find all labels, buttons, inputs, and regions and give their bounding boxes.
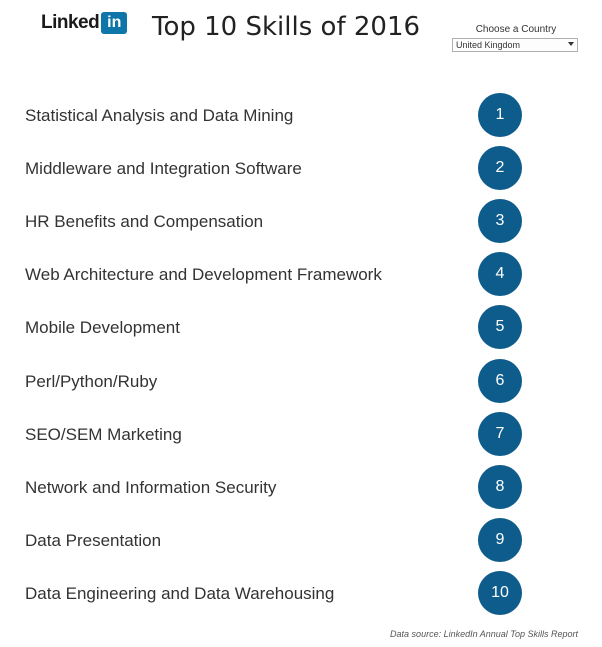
rank-badge: 8: [478, 465, 522, 509]
chevron-down-icon[interactable]: [568, 42, 574, 46]
list-item: Perl/Python/Ruby 6: [0, 355, 602, 408]
skill-name: HR Benefits and Compensation: [25, 212, 264, 231]
country-filter-label: Choose a Country: [475, 24, 557, 35]
rank-badge: 10: [478, 571, 522, 615]
rank-badge: 1: [478, 93, 522, 137]
rank-badge: 7: [478, 412, 522, 456]
list-item: Statistical Analysis and Data Mining 1: [0, 89, 602, 142]
skill-name: Statistical Analysis and Data Mining: [25, 106, 294, 125]
skill-name: Web Architecture and Development Framewo…: [25, 265, 382, 284]
skill-name: Middleware and Integration Software: [25, 159, 302, 178]
skill-name: SEO/SEM Marketing: [25, 425, 182, 444]
list-item: Mobile Development 5: [0, 301, 602, 354]
country-dropdown[interactable]: United Kingdom: [452, 38, 578, 52]
list-item: SEO/SEM Marketing 7: [0, 408, 602, 461]
list-item: Middleware and Integration Software 2: [0, 142, 602, 195]
rank-badge: 4: [478, 252, 522, 296]
rank-badge: 5: [478, 305, 522, 349]
page-title: Top 10 Skills of 2016: [152, 12, 421, 42]
skill-name: Perl/Python/Ruby: [25, 372, 158, 391]
skill-name: Network and Information Security: [25, 478, 277, 497]
skill-name: Data Engineering and Data Warehousing: [25, 584, 335, 603]
skill-name: Data Presentation: [25, 531, 162, 550]
list-item: Web Architecture and Development Framewo…: [0, 248, 602, 301]
list-item: Network and Information Security 8: [0, 461, 602, 514]
rank-badge: 6: [478, 359, 522, 403]
list-item: HR Benefits and Compensation 3: [0, 195, 602, 248]
data-source-note: Data source: LinkedIn Annual Top Skills …: [390, 629, 578, 639]
list-item: Data Presentation 9: [0, 514, 602, 567]
rank-badge: 2: [478, 146, 522, 190]
skill-name: Mobile Development: [25, 318, 180, 337]
rank-badge: 3: [478, 199, 522, 243]
logo-word: Linked: [41, 12, 100, 33]
rank-badge: 9: [478, 518, 522, 562]
linkedin-logo: Linked in: [41, 12, 128, 34]
list-item: Data Engineering and Data Warehousing 10: [0, 567, 602, 620]
logo-in-box: in: [101, 12, 128, 34]
country-dropdown-value: United Kingdom: [456, 40, 521, 50]
